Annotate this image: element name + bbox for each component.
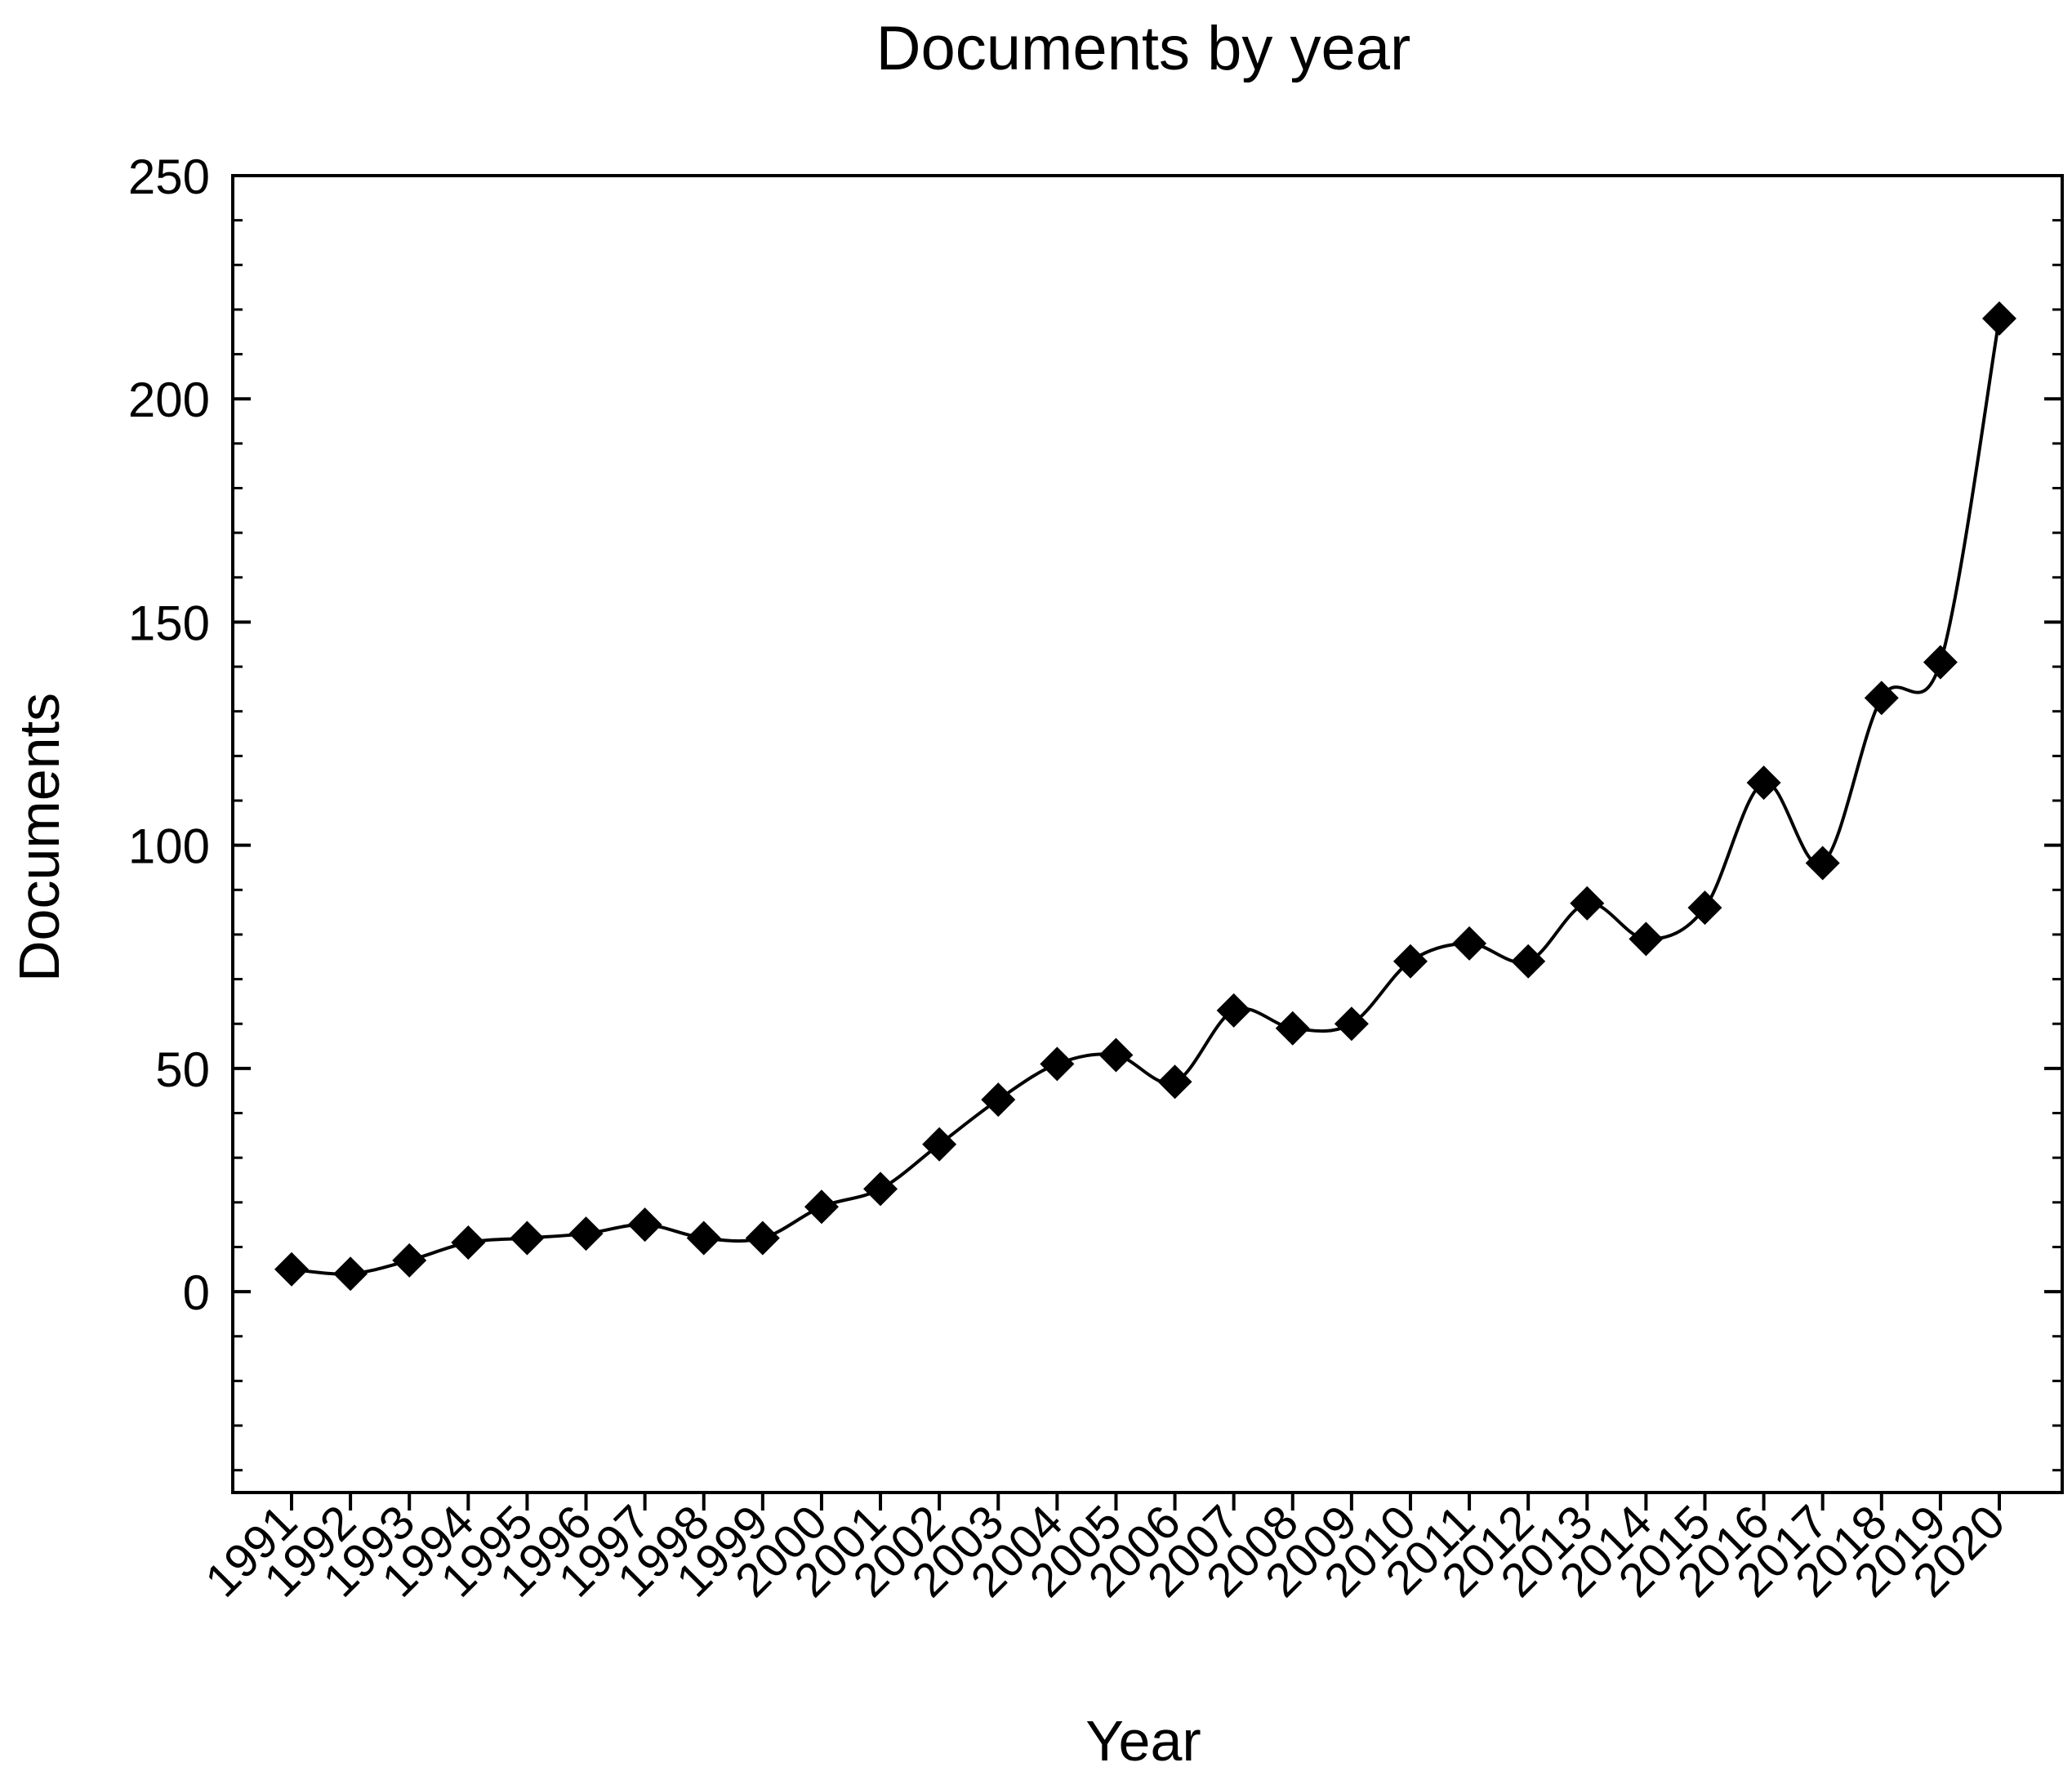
y-tick-label: 150 — [128, 596, 210, 650]
data-point-marker — [1452, 926, 1487, 961]
data-point-marker — [981, 1082, 1016, 1118]
data-point-marker — [568, 1216, 604, 1252]
plot-area-frame — [231, 174, 2064, 1494]
data-point-marker — [1746, 765, 1781, 801]
data-point-marker — [392, 1243, 427, 1278]
data-point-marker — [1982, 301, 2016, 336]
data-point-marker — [1040, 1046, 1075, 1082]
y-tick-label: 250 — [128, 149, 210, 204]
data-point-marker — [1687, 890, 1722, 926]
data-point-marker — [686, 1220, 721, 1256]
data-point-marker — [1864, 681, 1899, 716]
data-point-marker — [922, 1127, 957, 1162]
data-point-marker — [1629, 921, 1664, 957]
data-point-marker — [804, 1189, 839, 1225]
data-point-marker — [274, 1252, 309, 1287]
data-point-marker — [333, 1256, 368, 1292]
data-point-marker — [510, 1220, 545, 1256]
data-point-marker — [1511, 944, 1546, 979]
y-tick-label: 100 — [128, 819, 210, 874]
data-markers — [274, 301, 2016, 1292]
y-tick-label: 50 — [155, 1042, 210, 1097]
data-point-marker — [1098, 1037, 1134, 1073]
chart-title: Documents by year — [876, 14, 1411, 83]
data-point-marker — [1334, 1006, 1369, 1042]
data-point-marker — [863, 1171, 898, 1207]
y-axis-label: Documents — [7, 693, 71, 982]
data-point-marker — [1392, 944, 1428, 979]
data-point-marker — [451, 1225, 486, 1260]
axes: 0501001502002501991199219931994199519961… — [128, 149, 2062, 1607]
data-point-marker — [1570, 886, 1605, 921]
data-point-marker — [1216, 993, 1251, 1028]
y-tick-label: 200 — [128, 373, 210, 427]
series-line — [291, 318, 2001, 1276]
data-point-marker — [627, 1207, 662, 1243]
data-point-marker — [1157, 1064, 1192, 1100]
data-point-marker — [1923, 645, 1958, 680]
x-axis-label: Year — [1085, 1709, 1201, 1772]
data-point-marker — [1275, 1011, 1310, 1046]
data-point-marker — [745, 1220, 780, 1256]
y-tick-label: 0 — [183, 1265, 210, 1320]
data-point-marker — [1805, 846, 1840, 881]
